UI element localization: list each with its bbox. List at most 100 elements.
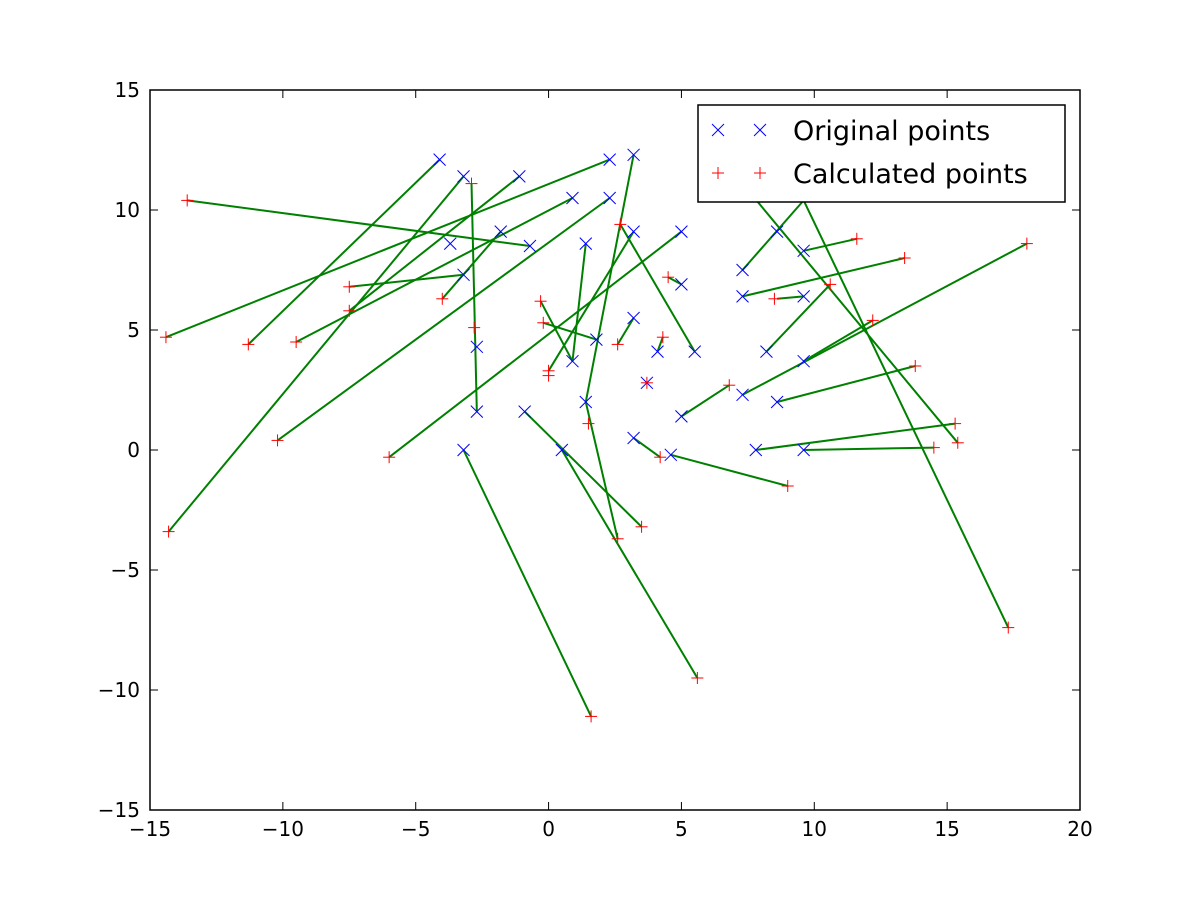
legend-label: Calculated points: [793, 159, 1028, 190]
legend: Original points Calculated points: [697, 104, 1066, 203]
connection-line: [742, 242, 1028, 396]
calculated-point: [159, 331, 172, 344]
connection-line: [619, 223, 696, 353]
calculated-point: [468, 321, 481, 334]
calculated-point: [654, 451, 667, 464]
original-point: [627, 431, 640, 445]
x-tick-label: −10: [262, 817, 304, 841]
calculated-point: [343, 304, 356, 317]
original-point: [797, 443, 811, 457]
calculated-point: [611, 532, 624, 545]
calculated-point: [534, 295, 547, 308]
original-point: [749, 443, 763, 457]
y-tick-label: −15: [98, 798, 140, 822]
connection-line: [670, 453, 788, 487]
calculated-point: [656, 331, 669, 344]
connection-line: [542, 321, 597, 341]
original-point: [627, 148, 640, 162]
connection-line: [167, 175, 465, 533]
original-point: [457, 443, 470, 457]
connection-line: [523, 410, 643, 528]
connection-line: [776, 365, 916, 403]
original-point: [675, 278, 688, 291]
calculated-point: [242, 338, 255, 351]
calculated-point: [635, 520, 648, 533]
y-tick-label: −5: [111, 558, 140, 582]
x-tick-label: −5: [401, 817, 430, 841]
connection-line: [802, 199, 1010, 629]
original-point: [590, 333, 603, 346]
original-point: [603, 153, 617, 166]
calculated-point: [909, 360, 922, 372]
original-point: [797, 290, 811, 303]
original-point: [770, 225, 784, 238]
calculated-point: [343, 280, 356, 293]
original-point: [470, 340, 484, 354]
calculated-point: [662, 271, 675, 284]
original-point: [736, 388, 749, 402]
original-point: [566, 354, 579, 368]
original-point: [579, 237, 593, 250]
calculated-point: [383, 451, 396, 464]
y-tick-label: 5: [127, 318, 140, 342]
original-point: [627, 311, 640, 325]
legend-original-marker: [753, 123, 767, 137]
calculated-point: [290, 336, 303, 348]
connection-line: [656, 336, 664, 352]
connection-line: [348, 175, 520, 312]
original-point: [512, 170, 526, 183]
calculated-point: [181, 194, 194, 207]
connection-line: [616, 317, 635, 345]
y-tick-label: 15: [115, 78, 140, 102]
connection-line: [803, 446, 934, 451]
calculated-point: [611, 338, 624, 351]
original-point: [579, 395, 593, 409]
calculated-point: [614, 218, 627, 231]
original-point: [555, 443, 569, 457]
connection-line: [749, 192, 959, 444]
original-point: [566, 191, 579, 205]
legend-box: [697, 104, 1066, 203]
calculated-point: [271, 434, 284, 447]
original-point: [770, 395, 784, 409]
original-point: [797, 244, 811, 258]
connection-line: [571, 243, 587, 362]
calculated-point: [824, 278, 837, 291]
calculated-point: [537, 316, 550, 329]
original-point: [443, 237, 457, 250]
calculated-point: [691, 672, 704, 684]
calculated-point: [850, 232, 863, 245]
connection-line: [165, 158, 611, 339]
x-tick-label: 5: [675, 817, 688, 841]
connection-line: [539, 300, 574, 362]
calculated-point: [582, 417, 595, 430]
calculated-point: [927, 441, 940, 454]
connection-line: [584, 401, 619, 540]
calculated-point: [781, 480, 794, 492]
calculated-point: [1002, 621, 1015, 634]
calculated-point: [465, 177, 478, 190]
y-tick-label: 0: [127, 438, 140, 462]
original-point: [523, 239, 537, 253]
original-point: [494, 225, 508, 238]
connection-line: [547, 231, 635, 372]
calculated-point: [1020, 237, 1033, 250]
calculated-point: [542, 369, 555, 382]
connection-line: [462, 449, 592, 717]
connection-line: [560, 449, 699, 679]
original-point: [518, 405, 532, 418]
connection-line: [633, 437, 661, 459]
original-point: [470, 405, 484, 418]
calculated-point: [585, 710, 598, 723]
calculated-point: [436, 292, 449, 305]
original-point: [688, 345, 702, 358]
original-point: [736, 290, 749, 303]
original-point: [651, 345, 664, 358]
calculated-point: [898, 252, 911, 264]
calculated-point: [723, 379, 736, 392]
x-tick-label: −15: [129, 817, 171, 841]
original-point: [675, 225, 688, 238]
original-point: [603, 191, 617, 205]
original-point: [760, 345, 773, 358]
